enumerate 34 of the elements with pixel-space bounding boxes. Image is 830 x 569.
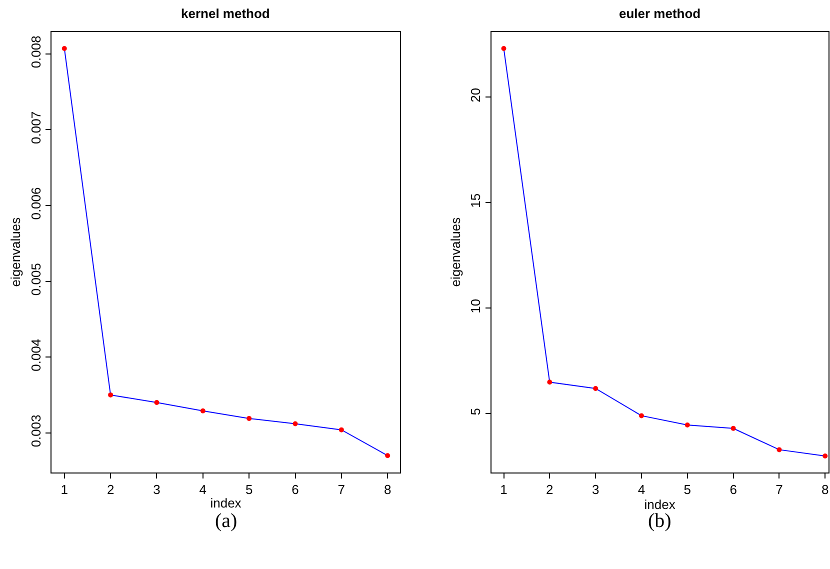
x-tick-label: 2: [546, 482, 554, 497]
y-tick-label: 0.003: [28, 414, 44, 448]
y-tick-label: 0.006: [28, 187, 44, 220]
y-tick-label: 0.007: [28, 111, 44, 144]
x-axis-title: index: [644, 496, 676, 512]
x-tick-label: 3: [153, 482, 160, 497]
y-tick-label: 0.004: [28, 338, 44, 372]
x-tick-label: 7: [338, 482, 346, 497]
y-tick-label: 0.005: [28, 263, 44, 296]
y-axis-title: eigenvalues: [8, 216, 24, 287]
y-tick-label: 15: [468, 193, 484, 208]
x-tick-label: 7: [776, 482, 783, 497]
y-axis-title: eigenvalues: [448, 216, 464, 287]
x-tick-label: 5: [684, 482, 692, 497]
x-tick-label: 8: [822, 482, 829, 497]
x-axis-title: index: [210, 495, 242, 510]
x-tick-label: 4: [638, 482, 646, 497]
y-tick-label: 5: [468, 408, 484, 416]
x-tick-label: 4: [199, 482, 207, 497]
x-tick-label: 1: [500, 482, 508, 497]
x-tick-label: 3: [592, 482, 600, 497]
chart-title: euler method: [619, 6, 701, 21]
x-tick-label: 6: [292, 482, 299, 497]
x-tick-label: 1: [60, 482, 68, 497]
y-tick-label: 10: [468, 298, 484, 314]
x-tick-label: 2: [106, 482, 114, 497]
x-tick-label: 6: [730, 482, 737, 497]
text: (a): [215, 510, 238, 532]
text: (b): [648, 510, 672, 532]
x-tick-label: 8: [384, 482, 392, 497]
x-tick-label: 5: [245, 482, 253, 497]
y-tick-label: 20: [468, 88, 484, 102]
y-tick-label: 0.008: [28, 36, 44, 68]
chart-title: kernel method: [181, 6, 270, 21]
